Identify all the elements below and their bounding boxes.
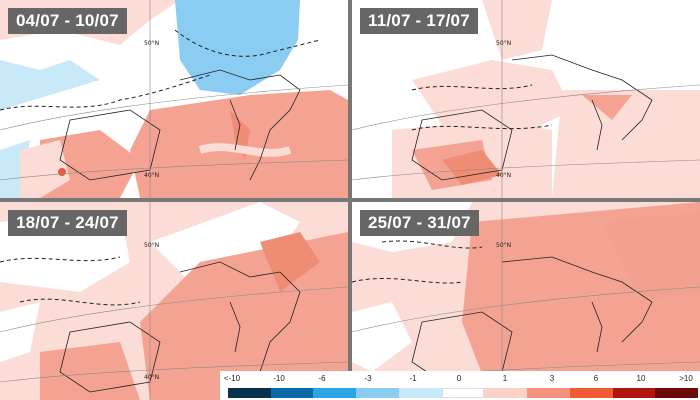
legend-color-bar: [228, 388, 699, 398]
anomaly-map: [0, 202, 348, 400]
map-panel-week-4: 50°N 40°N 25/07 - 31/07: [352, 202, 700, 400]
legend-tick: 3: [549, 374, 555, 383]
legend-tick: -10: [273, 374, 285, 383]
legend-tick: 1: [502, 374, 508, 383]
map-panel-week-2: 50°N 40°N 11/07 - 17/07: [352, 0, 700, 198]
anomaly-legend: <-10 -10 -6 -3 -1 0 1 3 6 10 >10: [220, 371, 700, 400]
lat-label-40n: 40°N: [144, 374, 160, 381]
legend-swatch: [612, 388, 656, 398]
legend-tick: -1: [409, 374, 417, 383]
anomaly-map: [352, 202, 700, 400]
lat-label-50n: 50°N: [144, 242, 160, 249]
legend-swatch: [313, 388, 357, 398]
lat-label-50n: 50°N: [496, 242, 512, 249]
legend-tick: 6: [593, 374, 599, 383]
map-panel-week-3: 50°N 40°N 18/07 - 24/07: [0, 202, 348, 400]
legend-swatch: [356, 388, 399, 398]
legend-tick: <-10: [223, 374, 241, 383]
week-label: 18/07 - 24/07: [8, 210, 127, 236]
lat-label-50n: 50°N: [496, 40, 512, 47]
legend-swatch: [484, 388, 528, 398]
legend-swatch: [228, 388, 271, 398]
lat-label-50n: 50°N: [144, 40, 160, 47]
legend-ticks: <-10 -10 -6 -3 -1 0 1 3 6 10 >10: [220, 374, 700, 384]
legend-swatch: [569, 388, 613, 398]
legend-swatch: [441, 388, 485, 398]
week-label: 25/07 - 31/07: [360, 210, 479, 236]
map-panel-week-1: 50°N 40°N 04/07 - 10/07: [0, 0, 348, 198]
legend-tick: 10: [636, 374, 646, 383]
week-label: 04/07 - 10/07: [8, 8, 127, 34]
lat-label-40n: 40°N: [496, 172, 512, 179]
legend-swatch: [398, 388, 442, 398]
legend-tick: 0: [456, 374, 462, 383]
lat-label-40n: 40°N: [144, 172, 160, 179]
panel-divider-horizontal: [0, 198, 700, 202]
legend-swatch: [270, 388, 314, 398]
legend-tick: -6: [318, 374, 326, 383]
legend-swatch: [655, 388, 699, 398]
anomaly-map: [0, 0, 348, 198]
legend-tick: >10: [679, 374, 693, 383]
week-label: 11/07 - 17/07: [360, 8, 478, 34]
legend-tick: -3: [364, 374, 372, 383]
legend-swatch: [527, 388, 570, 398]
